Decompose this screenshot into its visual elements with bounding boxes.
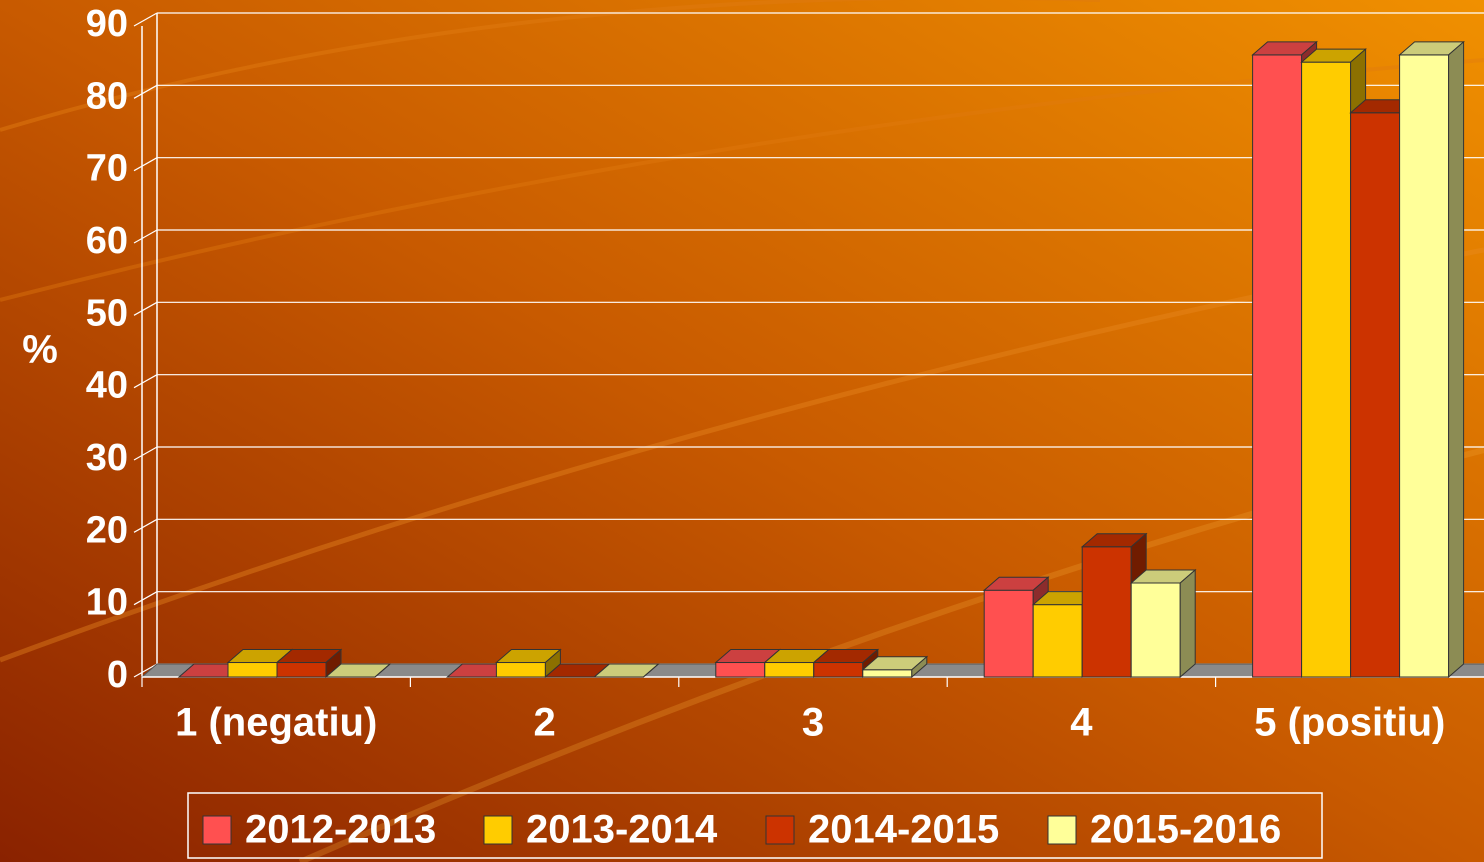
legend-swatch bbox=[483, 815, 513, 845]
bar bbox=[862, 669, 913, 678]
y-tick bbox=[133, 84, 158, 99]
y-tick-label: 0 bbox=[107, 654, 128, 696]
y-tick-label: 10 bbox=[86, 582, 128, 624]
bar-side bbox=[1179, 568, 1196, 679]
y-tick-label: 60 bbox=[86, 220, 128, 262]
decor-arc bbox=[0, 247, 1484, 663]
decor-arc bbox=[0, 58, 1484, 302]
bar bbox=[983, 589, 1034, 678]
bar bbox=[1130, 582, 1181, 678]
y-tick-label: 70 bbox=[86, 148, 128, 190]
y-tick bbox=[133, 518, 158, 533]
y-tick bbox=[133, 157, 158, 172]
y-tick-label: 40 bbox=[86, 365, 128, 407]
bar bbox=[1399, 54, 1450, 678]
x-tick-label: 5 (positiu) bbox=[1254, 701, 1445, 745]
x-tick-label: 4 bbox=[1070, 701, 1093, 745]
y-tick-label: 90 bbox=[86, 3, 128, 45]
y-tick bbox=[133, 12, 158, 27]
legend-swatch bbox=[202, 815, 232, 845]
legend-swatch bbox=[765, 815, 795, 845]
y-tick-label: 30 bbox=[86, 437, 128, 479]
bar-side bbox=[374, 663, 391, 678]
bar-side bbox=[911, 655, 928, 679]
y-tick-label: 50 bbox=[86, 292, 128, 334]
x-tick-label: 3 bbox=[802, 701, 824, 745]
y-tick bbox=[133, 229, 158, 244]
bar bbox=[1350, 112, 1401, 678]
bar bbox=[764, 662, 815, 678]
legend-label: 2015-2016 bbox=[1090, 808, 1281, 852]
y-axis-label: % bbox=[22, 328, 58, 372]
y-tick bbox=[133, 591, 158, 606]
legend-label: 2014-2015 bbox=[808, 808, 999, 852]
bar bbox=[1301, 61, 1352, 678]
bar bbox=[495, 662, 546, 678]
bar bbox=[1081, 546, 1132, 678]
bar bbox=[715, 662, 766, 678]
x-tick-label: 1 (negatiu) bbox=[175, 701, 377, 745]
bar bbox=[1032, 604, 1083, 678]
bar-side bbox=[643, 663, 659, 678]
y-tick bbox=[133, 301, 158, 316]
y-tick bbox=[133, 663, 158, 678]
y-tick bbox=[133, 374, 158, 389]
bar bbox=[813, 662, 864, 678]
x-tick-label: 2 bbox=[533, 701, 555, 745]
bar bbox=[276, 662, 327, 678]
legend-swatch bbox=[1047, 815, 1077, 845]
legend-box bbox=[187, 792, 1323, 859]
bar bbox=[227, 662, 278, 678]
legend-label: 2013-2014 bbox=[526, 808, 718, 852]
y-tick bbox=[133, 446, 158, 461]
y-tick-label: 80 bbox=[86, 75, 128, 117]
legend-label: 2012-2013 bbox=[245, 808, 436, 852]
bar-side bbox=[1448, 40, 1465, 679]
y-tick-label: 20 bbox=[86, 509, 128, 551]
bar bbox=[1252, 54, 1303, 678]
